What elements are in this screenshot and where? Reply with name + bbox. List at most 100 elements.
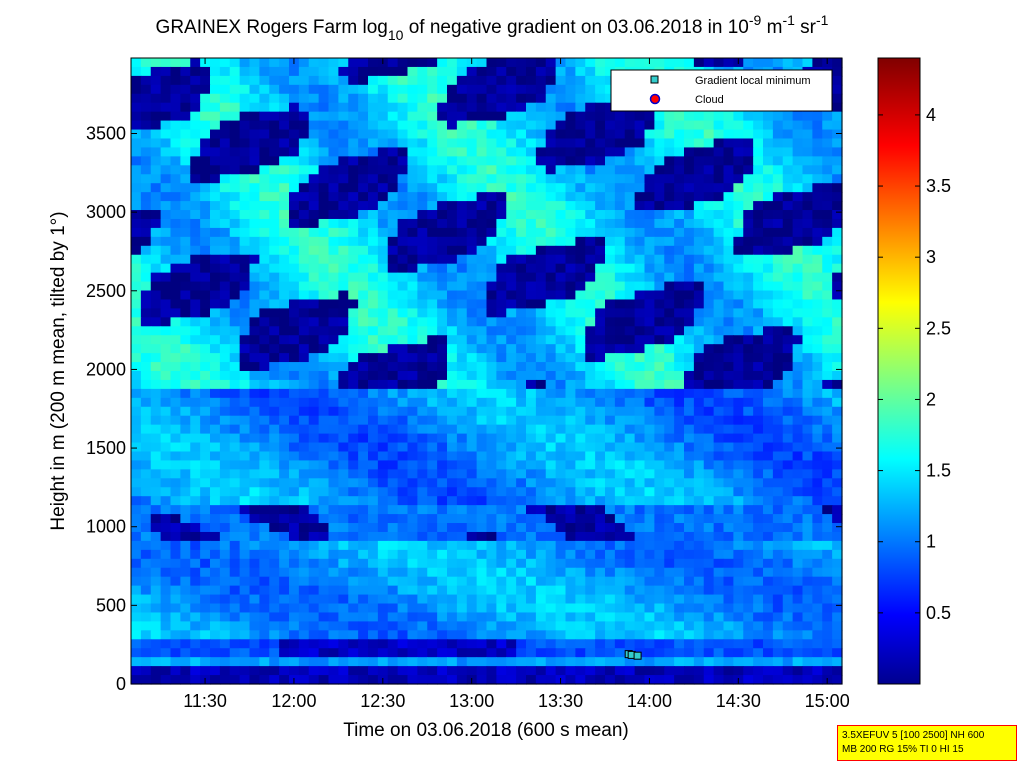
heatmap-cell [269,630,280,640]
heatmap-cell [674,317,685,327]
heatmap-cell [743,505,754,515]
heatmap-cell [782,612,794,622]
heatmap-cell [131,576,142,587]
heatmap-cell [476,388,488,399]
heatmap-cell [219,236,231,247]
heatmap-cell [516,201,527,211]
heatmap-cell [644,335,655,345]
heatmap-cell [289,66,300,77]
heatmap-cell [456,111,468,122]
heatmap-cell [279,666,290,676]
heatmap-cell [328,576,339,587]
heatmap-cell [427,505,438,515]
heatmap-cell [407,326,418,336]
heatmap-cell [585,75,596,86]
heatmap-cell [150,451,162,462]
heatmap-cell [269,585,280,596]
heatmap-cell [802,567,813,578]
heatmap-cell [506,371,517,381]
heatmap-cell [555,558,567,569]
heatmap-cell [634,388,646,399]
heatmap-cell [298,594,310,605]
heatmap-cell [772,469,784,479]
heatmap-cell [377,147,389,157]
heatmap-cell [368,111,379,122]
heatmap-cell [753,210,764,220]
heatmap-cell [466,523,478,533]
heatmap-cell [427,174,438,184]
heatmap-cell [447,201,458,211]
heatmap-cell [358,147,369,157]
heatmap-cell [387,165,399,175]
heatmap-cell [131,129,142,140]
heatmap-cell [200,129,211,140]
heatmap-cell [585,156,596,166]
heatmap-cell [229,612,241,622]
heatmap-cell [516,406,527,417]
heatmap-cell [466,236,478,247]
heatmap-cell [338,290,349,301]
heatmap-cell [368,585,379,596]
heatmap-cell [456,201,468,211]
heatmap-cell [743,129,754,140]
heatmap-cell [249,147,260,157]
heatmap-cell [812,594,823,605]
heatmap-cell [585,451,596,462]
heatmap-cell [397,75,409,86]
heatmap-cell [358,523,369,533]
heatmap-cell [368,675,379,685]
heatmap-cell [723,460,734,470]
heatmap-cell [753,666,764,676]
heatmap-cell [753,272,764,283]
heatmap-cell [447,487,458,497]
heatmap-cell [170,540,181,551]
heatmap-cell [506,317,517,327]
heatmap-cell [358,335,369,345]
heatmap-cell [585,639,596,649]
heatmap-cell [812,254,823,265]
heatmap-cell [703,531,715,542]
heatmap-cell [713,567,725,578]
heatmap-cell [318,612,330,622]
heatmap-cell [782,227,794,238]
heatmap-cell [417,299,428,309]
heatmap-cell [763,514,774,524]
heatmap-cell [377,165,389,175]
heatmap-cell [654,147,665,157]
heatmap-cell [308,84,320,95]
heatmap-cell [397,272,409,283]
heatmap-cell [703,415,715,426]
heatmap-cell [308,576,320,587]
heatmap-cell [496,621,507,631]
heatmap-cell [318,567,330,578]
heatmap-cell [210,165,221,175]
heatmap-cell [348,308,359,318]
heatmap-cell [318,469,330,479]
heatmap-cell [585,326,596,336]
heatmap-cell [140,102,152,113]
heatmap-cell [832,639,843,649]
heatmap-cell [397,531,409,542]
heatmap-cell [239,621,251,631]
heatmap-cell [348,263,359,274]
heatmap-cell [289,514,300,524]
heatmap-cell [605,531,616,542]
heatmap-cell [674,192,685,202]
heatmap-cell [624,156,636,166]
heatmap-cell [743,531,754,542]
heatmap-cell [644,254,655,265]
heatmap-cell [140,451,152,462]
heatmap-cell [358,657,369,667]
heatmap-cell [703,263,715,274]
heatmap-cell [654,174,665,184]
heatmap-cell [289,147,300,157]
heatmap-cell [427,549,438,560]
heatmap-cell [743,666,754,676]
heatmap-cell [812,576,823,587]
heatmap-cell [328,442,339,453]
heatmap-cell [763,630,774,640]
heatmap-cell [555,183,567,193]
heatmap-cell [259,210,270,220]
heatmap-cell [456,138,468,149]
heatmap-cell [131,174,142,184]
